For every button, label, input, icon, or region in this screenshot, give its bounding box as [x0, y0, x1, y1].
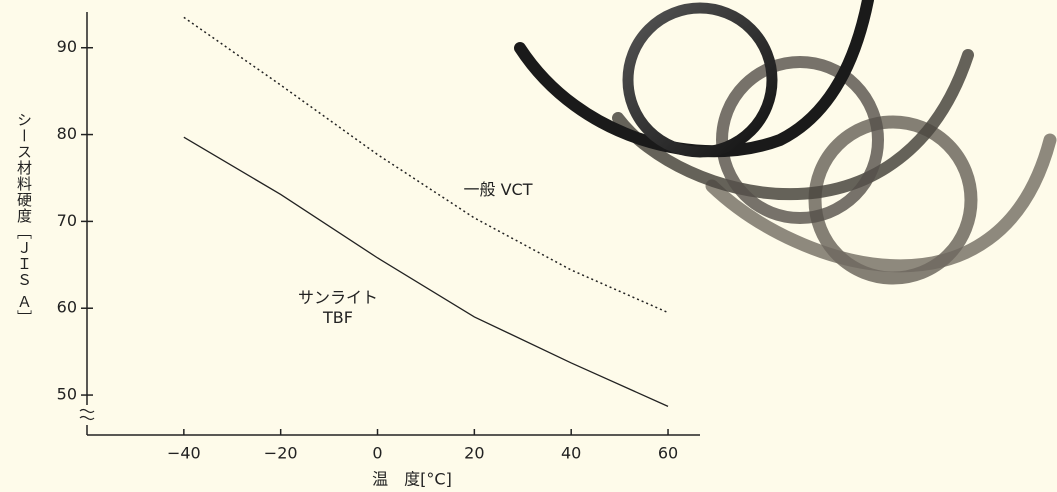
- x-tick-label: 40: [561, 444, 581, 463]
- x-tick-label: 60: [658, 444, 678, 463]
- page: {"chart_data": {"type": "line", "x_label…: [0, 0, 1057, 492]
- x-tick-label: 0: [372, 444, 382, 463]
- series-label: 一般 VCT: [448, 176, 548, 200]
- chart: 温 度[°C] 50 60 70 80 90 −40 −20 0 20 40 60: [0, 0, 1057, 492]
- x-tick-label: −40: [167, 444, 201, 463]
- x-tick-label: 20: [464, 444, 484, 463]
- series-label: サンライト TBF: [288, 284, 388, 327]
- y-tick-label: 80: [57, 124, 77, 143]
- x-axis-label: 温 度[°C]: [372, 470, 452, 489]
- y-tick-label: 50: [57, 385, 77, 404]
- series-line: [184, 137, 668, 406]
- y-tick-label: 60: [57, 298, 77, 317]
- x-tick-label: −20: [264, 444, 298, 463]
- y-tick-label: 70: [57, 211, 77, 230]
- series-line: [184, 17, 668, 312]
- y-axis-label: シース材料硬度［ＪＩＳ Ａ］: [14, 112, 35, 326]
- cable-illustration: [520, 0, 1050, 278]
- axis-break: [78, 405, 96, 425]
- y-tick-label: 90: [57, 37, 77, 56]
